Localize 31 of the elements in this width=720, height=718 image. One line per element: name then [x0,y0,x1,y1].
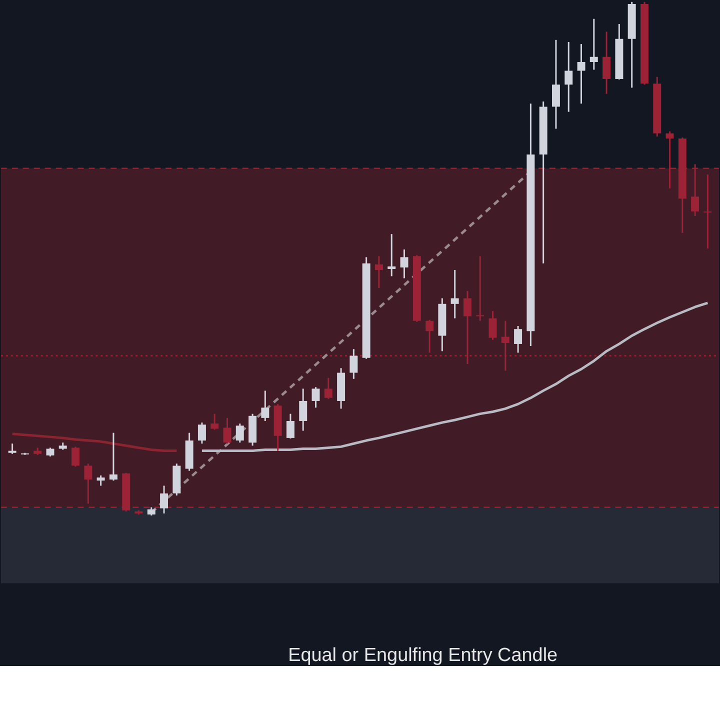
candlestick [261,390,270,422]
candlestick [564,41,573,113]
candlestick [350,348,358,380]
candlestick [577,43,586,104]
candlestick [704,174,712,250]
candlestick [590,18,598,70]
candlestick [514,325,522,354]
candlestick [426,319,434,354]
candlestick [236,422,244,444]
candlestick [72,446,80,468]
candlestick [299,388,308,432]
text: Equal or Engulfing Entry Candle [288,645,558,666]
candlestick [388,233,396,277]
candlestick [223,417,232,444]
candlestick [109,432,118,482]
candlestick [374,255,383,289]
candlestick [602,30,611,95]
candlestick [488,310,497,341]
candlestick [450,269,459,320]
candlestick [8,442,16,455]
candlestick [476,255,484,322]
candlestick [84,462,92,504]
candlestick [160,484,168,514]
candlestick [324,377,332,400]
candlestick [96,474,105,486]
candlestick [286,413,294,440]
candlestick [400,248,408,279]
candlestick [312,386,320,408]
candlestick [552,39,560,130]
candlestick [198,422,206,444]
candlestick [210,413,219,430]
